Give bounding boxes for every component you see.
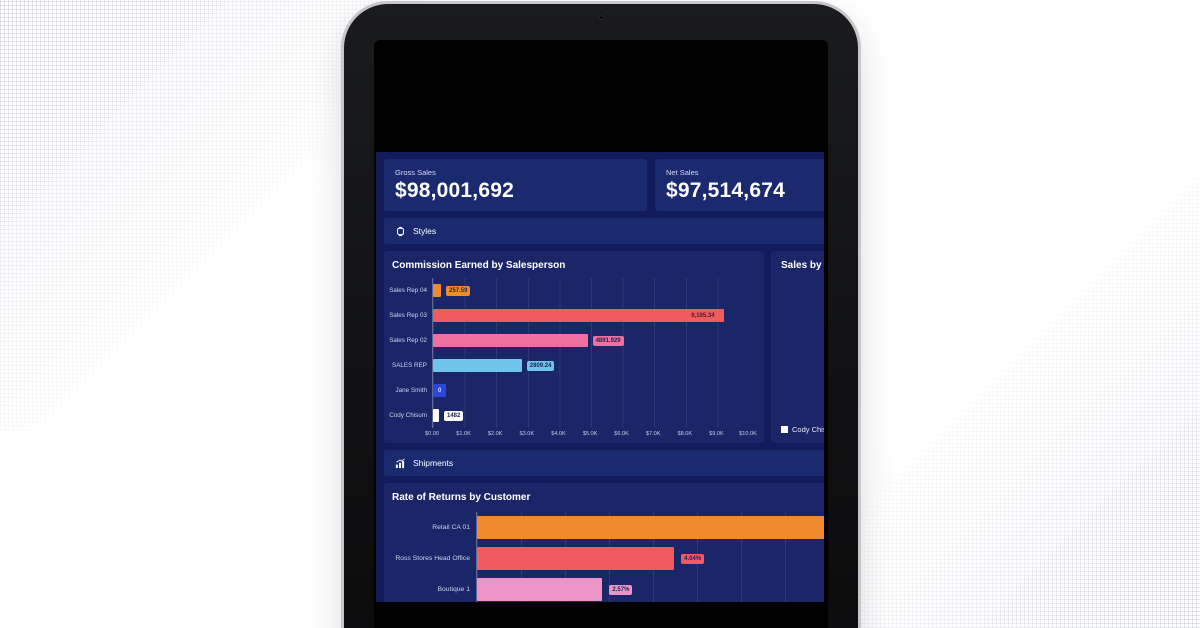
- value-label: 9,195.34: [688, 310, 718, 321]
- commission-chart-card: Commission Earned by Salesperson Sales R…: [384, 251, 764, 443]
- section-header-styles[interactable]: Styles: [384, 218, 824, 244]
- axis-tick-label: $9.0K: [709, 431, 724, 437]
- kpi-label: Net Sales: [666, 167, 699, 177]
- section-label: Styles: [413, 226, 437, 236]
- category-label: Sales Rep 03: [389, 312, 427, 319]
- category-label: Cody Chisum: [389, 412, 427, 419]
- axis-tick-label: $10.0K: [739, 431, 757, 437]
- category-label: SALES REP: [392, 362, 427, 369]
- section-label: Shipments: [413, 458, 454, 468]
- dashboard-content: Gross Sales $98,001,692 Net Sales $97,51…: [376, 152, 824, 602]
- value-label: 2809.24: [526, 360, 555, 371]
- halftone-pattern-bottomright: [860, 148, 1200, 628]
- axis-tick-label: $5.0K: [582, 431, 598, 437]
- bar[interactable]: [433, 334, 588, 347]
- bar-chart-icon: [395, 457, 406, 469]
- section-header-shipments[interactable]: Shipments: [384, 450, 824, 476]
- axis-tick-label: $0.00: [425, 431, 439, 437]
- bar[interactable]: [433, 359, 522, 372]
- axis-tick-label: $4.0K: [551, 431, 566, 437]
- returns-chart: Retail CA 01 Ross Stores Head Office Bouti…: [392, 512, 824, 602]
- kpi-value: $97,514,674: [666, 178, 785, 202]
- category-label: Sales Rep 04: [389, 287, 427, 294]
- category-label: Ross Stores Head Office: [395, 555, 470, 562]
- commission-plot-area: 257.59 9,195.34 4891.929 2809.24 0 1482: [432, 278, 748, 428]
- axis-tick-label: $3.0K: [519, 431, 535, 437]
- axis-tick-label: $8.0K: [677, 431, 693, 437]
- chart-title: Rate of Returns by Customer: [392, 492, 531, 503]
- legend-label: Cody Chis: [792, 425, 824, 434]
- returns-chart-card: Rate of Returns by Customer Retail CA 01…: [384, 483, 824, 602]
- legend-marker: [781, 426, 788, 433]
- kpi-value: $98,001,692: [395, 178, 514, 202]
- tablet-device: Gross Sales $98,001,692 Net Sales $97,51…: [344, 4, 858, 628]
- x-axis-ticks: $0.00 $1.0K $2.0K $3.0K $4.0K $5.0K $6.0K $7.0K…: [425, 431, 757, 442]
- value-label: 4891.929: [592, 335, 624, 346]
- value-label: 1482: [444, 410, 464, 421]
- bar[interactable]: [477, 516, 824, 539]
- tablet-screen: Gross Sales $98,001,692 Net Sales $97,51…: [374, 40, 828, 628]
- bar[interactable]: [477, 578, 603, 601]
- axis-tick-label: $2.0K: [487, 431, 503, 437]
- category-labels: Sales Rep 04 Sales Rep 03 Sales Rep 02 SALE…: [389, 278, 432, 428]
- charts-row: Commission Earned by Salesperson Sales R…: [384, 251, 824, 443]
- sales-by-chart-card: Sales by S Cody Chis: [771, 251, 824, 443]
- camera-dot: [598, 14, 605, 21]
- kpi-label: Gross Sales: [395, 167, 436, 177]
- axis-tick-label: $1.0K: [456, 431, 471, 437]
- category-labels: Retail CA 01 Ross Stores Head Office Bouti…: [392, 512, 476, 602]
- bar[interactable]: [433, 284, 442, 297]
- value-label: 0: [435, 385, 445, 396]
- chart-title: Sales by S: [781, 260, 824, 271]
- category-label: Jane Smith: [395, 387, 428, 394]
- kpi-row: Gross Sales $98,001,692 Net Sales $97,51…: [384, 159, 824, 211]
- bar[interactable]: [433, 409, 439, 422]
- kpi-card-gross-sales[interactable]: Gross Sales $98,001,692: [384, 159, 647, 211]
- category-label: Boutique 1: [437, 586, 470, 593]
- chart-title: Commission Earned by Salesperson: [392, 260, 566, 271]
- category-label: Sales Rep 02: [389, 337, 427, 344]
- commission-chart: Sales Rep 04 Sales Rep 03 Sales Rep 02 SALE…: [389, 278, 754, 428]
- bar[interactable]: [477, 547, 675, 570]
- chart-legend[interactable]: Cody Chis: [781, 425, 824, 434]
- axis-tick-label: $6.0K: [614, 431, 629, 437]
- value-label: 2.57%: [609, 585, 633, 595]
- watch-icon: [395, 226, 406, 237]
- dashboard-app: Gross Sales $98,001,692 Net Sales $97,51…: [376, 152, 824, 602]
- kpi-card-net-sales[interactable]: Net Sales $97,514,674: [655, 159, 824, 211]
- value-label: 257.59: [446, 285, 471, 296]
- axis-tick-label: $7.0K: [645, 431, 661, 437]
- category-label: Retail CA 01: [432, 524, 470, 531]
- returns-plot-area: 4.04% 2.57%: [476, 512, 824, 602]
- bar[interactable]: [433, 309, 724, 322]
- value-label: 4.04%: [681, 554, 705, 564]
